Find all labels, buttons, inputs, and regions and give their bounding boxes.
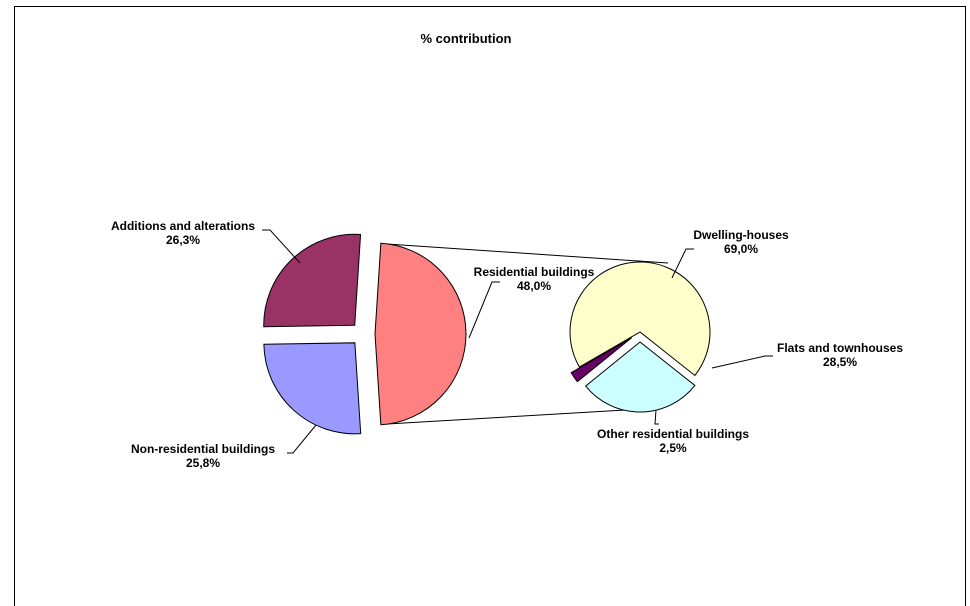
label-dwelling: Dwelling-houses (693, 228, 789, 242)
label-residential: Residential buildings (474, 265, 595, 279)
connector-bottom (386, 407, 661, 425)
leader-flats (711, 355, 773, 369)
label-flats: Flats and townhouses (777, 341, 903, 355)
connector-top (386, 243, 669, 264)
main-pie (263, 233, 467, 435)
value-additions: 26,3% (166, 233, 200, 247)
value-nonresidential: 25,8% (186, 456, 220, 470)
sub-pie (569, 261, 711, 413)
chart-title: % contribution (421, 31, 512, 46)
leader-nonresidential (287, 424, 317, 454)
value-other: 2,5% (659, 441, 687, 455)
slice-other-residential-buildings (570, 337, 633, 383)
leader-other (654, 409, 659, 425)
value-dwelling: 69,0% (724, 242, 758, 256)
label-other: Other residential buildings (597, 427, 749, 441)
slice-flats-and-townhouses (584, 341, 696, 413)
value-residential: 48,0% (517, 279, 551, 293)
chart-frame (14, 6, 966, 606)
label-nonresidential: Non-residential buildings (131, 442, 275, 456)
slice-residential-buildings (374, 242, 467, 426)
slice-non-residential-buildings (263, 342, 362, 435)
value-flats: 28,5% (823, 355, 857, 369)
label-additions: Additions and alterations (111, 219, 255, 233)
leader-residential (468, 281, 500, 339)
leader-dwelling (671, 248, 694, 279)
slice-dwelling-houses (569, 261, 711, 377)
slice-additions-and-alterations (263, 233, 362, 328)
leader-additions (262, 229, 301, 264)
